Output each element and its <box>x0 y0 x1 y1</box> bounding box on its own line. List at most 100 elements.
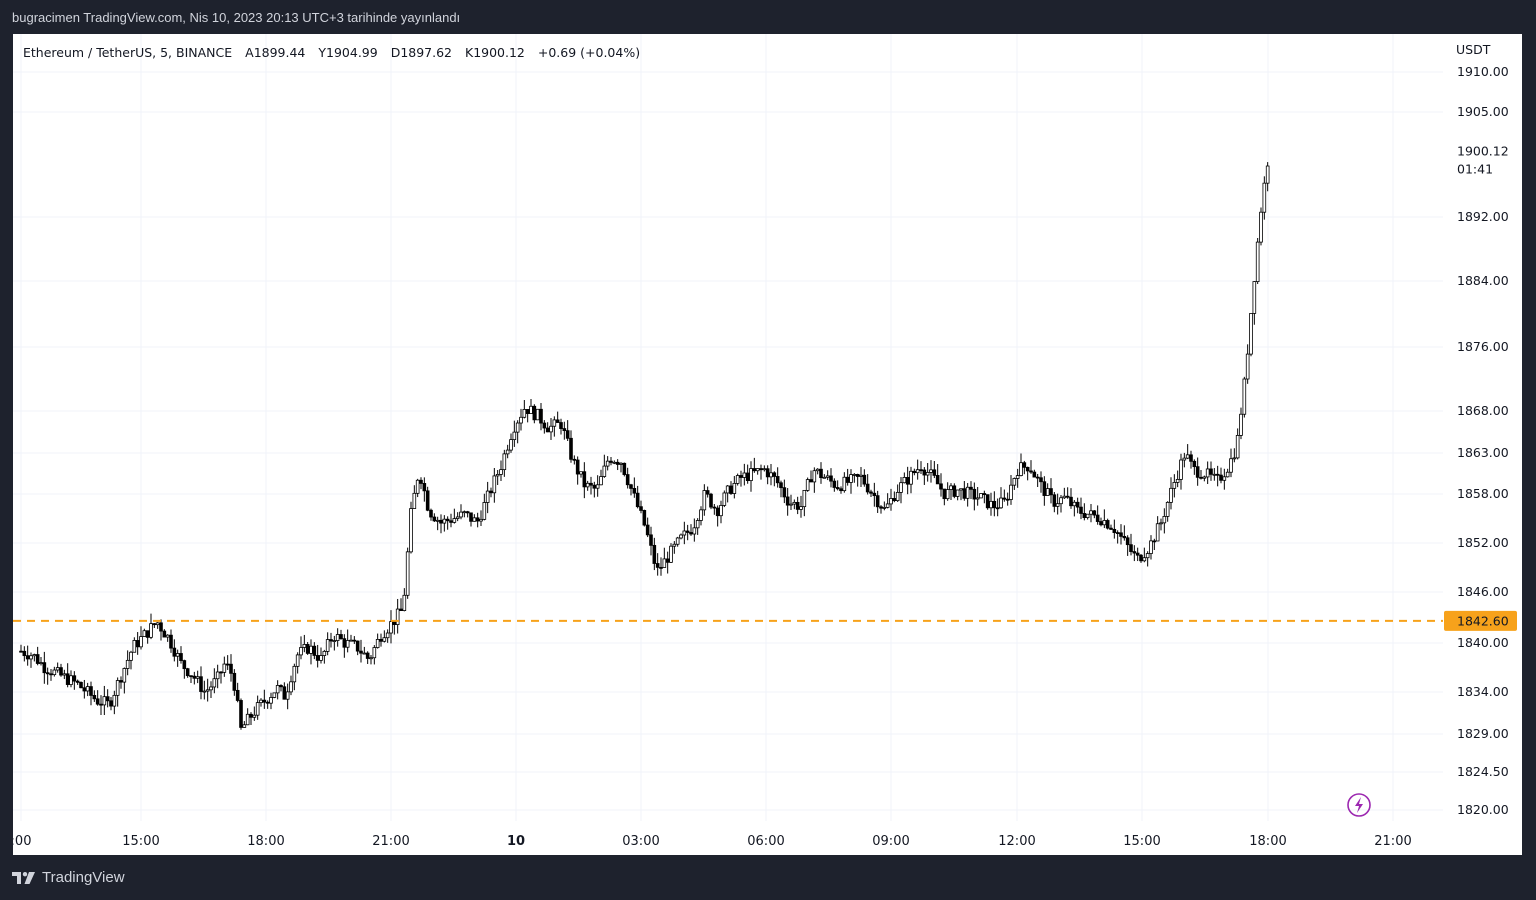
candle <box>305 641 310 655</box>
candle <box>649 526 653 556</box>
candle <box>349 634 353 642</box>
candle <box>132 637 137 653</box>
candle <box>325 632 330 656</box>
y-tick-label: 1824.50 <box>1457 764 1509 779</box>
chart-panel[interactable]: USDT 1910.00 1905.00 1892.00 1884.00 1876.00 1… <box>13 34 1522 855</box>
candle <box>945 482 950 501</box>
legend-open: A1899.44 <box>245 45 306 60</box>
candle <box>519 408 523 431</box>
candle <box>472 514 477 522</box>
candle <box>1109 524 1113 531</box>
candle <box>369 654 373 665</box>
candle <box>82 679 87 699</box>
candle <box>309 639 313 665</box>
x-tick-label: 15:00 <box>1123 834 1160 849</box>
candle <box>1249 313 1253 357</box>
candle <box>782 479 787 504</box>
candle <box>42 651 47 684</box>
candle <box>145 630 150 644</box>
candle <box>565 420 570 442</box>
candle <box>822 474 827 479</box>
candle <box>175 649 180 667</box>
candle <box>1125 535 1130 556</box>
candle <box>169 629 173 653</box>
candle <box>609 457 613 466</box>
candle <box>355 640 360 656</box>
candle <box>435 516 440 531</box>
candle <box>1159 518 1163 531</box>
y-tick-label: 1852.00 <box>1457 535 1509 550</box>
candle <box>815 468 820 475</box>
candle <box>439 514 443 534</box>
candle <box>112 690 117 715</box>
candle <box>92 690 97 702</box>
candle <box>935 464 940 485</box>
candle <box>545 422 550 433</box>
candle <box>929 460 933 483</box>
candle <box>722 490 727 508</box>
candle <box>882 501 887 511</box>
chart-legend: Ethereum / TetherUS, 5, BINANCE A1899.44… <box>23 45 649 60</box>
candle <box>332 635 337 651</box>
candle <box>562 421 567 440</box>
candle <box>62 669 67 680</box>
candle <box>52 666 57 677</box>
chart-svg[interactable]: USDT 1910.00 1905.00 1892.00 1884.00 1876.00 1… <box>13 34 1522 855</box>
candle <box>1012 477 1017 490</box>
candle <box>865 474 870 495</box>
candle <box>772 471 777 487</box>
candle <box>1175 470 1180 488</box>
candle <box>402 588 407 612</box>
candle <box>179 646 183 664</box>
candle <box>829 468 833 488</box>
candle <box>289 675 293 696</box>
candle <box>1222 468 1227 490</box>
legend-symbol[interactable]: Ethereum / TetherUS, 5, BINANCE <box>23 45 233 60</box>
candle <box>429 508 433 521</box>
candle <box>59 663 63 677</box>
y-tick-label: 1876.00 <box>1457 339 1509 354</box>
candle <box>642 509 647 527</box>
candle <box>1102 509 1107 529</box>
current-price-label: 1900.12 <box>1457 143 1509 158</box>
candle <box>985 494 990 510</box>
candle <box>95 690 100 706</box>
candle <box>785 488 790 516</box>
price-axis[interactable]: USDT 1910.00 1905.00 1892.00 1884.00 1876.00 1… <box>1444 42 1517 817</box>
candle <box>219 671 223 684</box>
candle <box>819 462 823 484</box>
currency-label: USDT <box>1456 42 1491 57</box>
candle <box>1029 460 1033 474</box>
candle <box>1239 407 1243 440</box>
candle <box>442 515 447 532</box>
candle <box>192 671 197 685</box>
candle <box>792 499 797 510</box>
candle <box>665 551 670 574</box>
candle <box>632 477 637 498</box>
candle <box>1059 495 1063 513</box>
candle <box>1032 469 1037 478</box>
lightning-icon[interactable] <box>1347 793 1371 817</box>
candle <box>209 681 213 699</box>
time-axis[interactable]: :00 15:00 18:00 21:00 10 03:00 06:00 09:00 12:00… <box>13 834 1412 849</box>
candle <box>109 697 113 711</box>
candle <box>1235 428 1240 460</box>
candle <box>1035 473 1040 488</box>
candle <box>1199 470 1203 480</box>
candle <box>385 629 390 643</box>
candle <box>659 557 663 576</box>
candle <box>139 626 143 650</box>
candle <box>735 473 740 486</box>
candle <box>729 481 733 495</box>
candle <box>449 513 453 528</box>
candle <box>452 508 457 524</box>
candle <box>542 420 547 434</box>
candle <box>462 510 467 518</box>
candle <box>719 500 723 524</box>
tradingview-logo[interactable]: TradingView <box>12 869 125 886</box>
candle <box>259 698 263 707</box>
candle <box>752 457 757 473</box>
candle <box>962 481 967 501</box>
candle <box>225 655 230 670</box>
candle <box>279 684 283 692</box>
